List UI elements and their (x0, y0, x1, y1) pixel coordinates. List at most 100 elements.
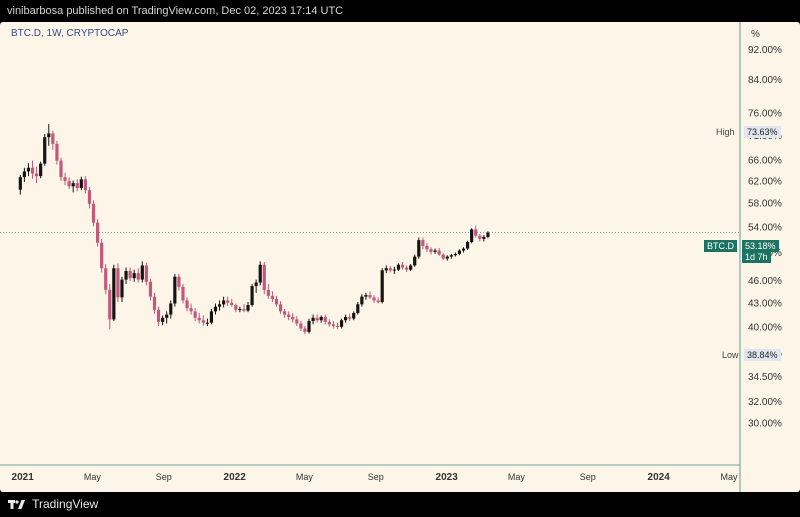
chart-canvas[interactable]: 92.00%84.00%76.00%71.00%66.00%62.00%58.0… (0, 22, 800, 492)
candle (283, 309, 287, 318)
axis-unit-label: % (751, 29, 760, 40)
candle (226, 296, 230, 306)
y-tick-label: 30.00% (748, 419, 782, 430)
candle (482, 235, 486, 242)
candle (433, 248, 437, 254)
candle (445, 255, 449, 261)
price-axis[interactable]: 92.00%84.00%76.00%71.00%66.00%62.00%58.0… (748, 45, 782, 430)
y-tick-label: 46.00% (748, 276, 782, 287)
candle (319, 315, 323, 323)
candle (295, 316, 299, 326)
candle (26, 163, 31, 177)
candle (59, 157, 63, 181)
candle (331, 321, 336, 329)
candle (47, 124, 51, 146)
candle (372, 295, 376, 303)
current-price-tag: 53.18% (742, 240, 779, 252)
candle (262, 262, 266, 295)
candle (392, 266, 396, 274)
chart-panel[interactable]: 92.00%84.00%76.00%71.00%66.00%62.00%58.0… (0, 22, 800, 492)
candle (144, 262, 148, 286)
candle (327, 319, 331, 327)
candle (51, 130, 55, 150)
candle (112, 264, 116, 322)
low-marker-label: Low (722, 350, 739, 360)
candle (360, 294, 364, 307)
candle (465, 240, 470, 250)
candle (344, 314, 348, 323)
candle (474, 225, 478, 238)
publisher-bar: vinibarbosa published on TradingView.com… (0, 0, 800, 22)
time-axis[interactable]: 2021 May Sep 2022 May Sep 2023 May Sep 2024 May (12, 472, 738, 483)
candle (234, 303, 238, 313)
candle (124, 267, 128, 284)
candle (222, 296, 226, 308)
candle (104, 264, 108, 295)
candle (449, 253, 453, 259)
candle (258, 261, 262, 286)
candle (421, 237, 425, 250)
candle (352, 311, 356, 321)
candle (116, 263, 120, 302)
candle (213, 303, 218, 315)
candle (242, 304, 246, 313)
candle (396, 263, 401, 272)
y-tick-label: 92.00% (748, 45, 782, 56)
x-tick-label: May (296, 472, 314, 482)
x-tick-label: 2024 (648, 472, 671, 483)
candle (238, 306, 242, 313)
candle (409, 264, 413, 272)
candlestick-series (18, 124, 490, 335)
candle (100, 238, 104, 273)
candle (246, 301, 250, 313)
x-tick-label: Sep (368, 472, 384, 482)
candle (152, 292, 157, 314)
candle (34, 166, 39, 184)
candle (140, 261, 144, 283)
candle (299, 321, 303, 332)
symbol-header[interactable]: BTC.D, 1W, CRYPTOCAP (11, 28, 129, 39)
footer-bar: TradingView (0, 492, 800, 517)
x-tick-label: 2023 (436, 472, 459, 483)
candle (400, 262, 405, 270)
x-tick-label: May (720, 472, 738, 482)
x-tick-label: Sep (156, 472, 172, 482)
candle (417, 237, 421, 259)
tradingview-logo-icon (8, 500, 25, 510)
candle (132, 269, 136, 282)
candle (425, 243, 429, 252)
candle (87, 186, 92, 209)
candle (39, 161, 43, 179)
candle (461, 247, 466, 253)
publisher-text: vinibarbosa published on TradingView.com… (7, 5, 344, 17)
brand-name[interactable]: TradingView (32, 497, 99, 511)
candle (79, 176, 83, 191)
candle (181, 283, 185, 304)
candle (120, 276, 124, 302)
candle (311, 314, 315, 325)
x-tick-label: May (508, 472, 526, 482)
candle (335, 322, 340, 330)
candle (205, 318, 209, 326)
y-tick-label: 76.00% (748, 109, 782, 120)
high-marker-value: 73.63% (744, 126, 781, 138)
y-tick-label: 66.00% (748, 156, 782, 167)
candle (368, 291, 372, 299)
candle (67, 177, 71, 190)
candle (270, 291, 275, 302)
candle (323, 314, 327, 325)
x-tick-label: Sep (580, 472, 596, 482)
candle (315, 314, 319, 323)
candle (388, 266, 392, 273)
candle (453, 252, 457, 257)
y-tick-label: 40.00% (748, 323, 782, 334)
candle (291, 312, 295, 323)
candle (287, 311, 291, 321)
candle (437, 247, 441, 256)
candle (404, 265, 409, 272)
y-tick-label: 34.50% (748, 372, 782, 383)
candle (303, 325, 307, 335)
bar-countdown: 1d 7h (742, 251, 771, 263)
candle (128, 267, 132, 282)
candle (173, 273, 177, 307)
